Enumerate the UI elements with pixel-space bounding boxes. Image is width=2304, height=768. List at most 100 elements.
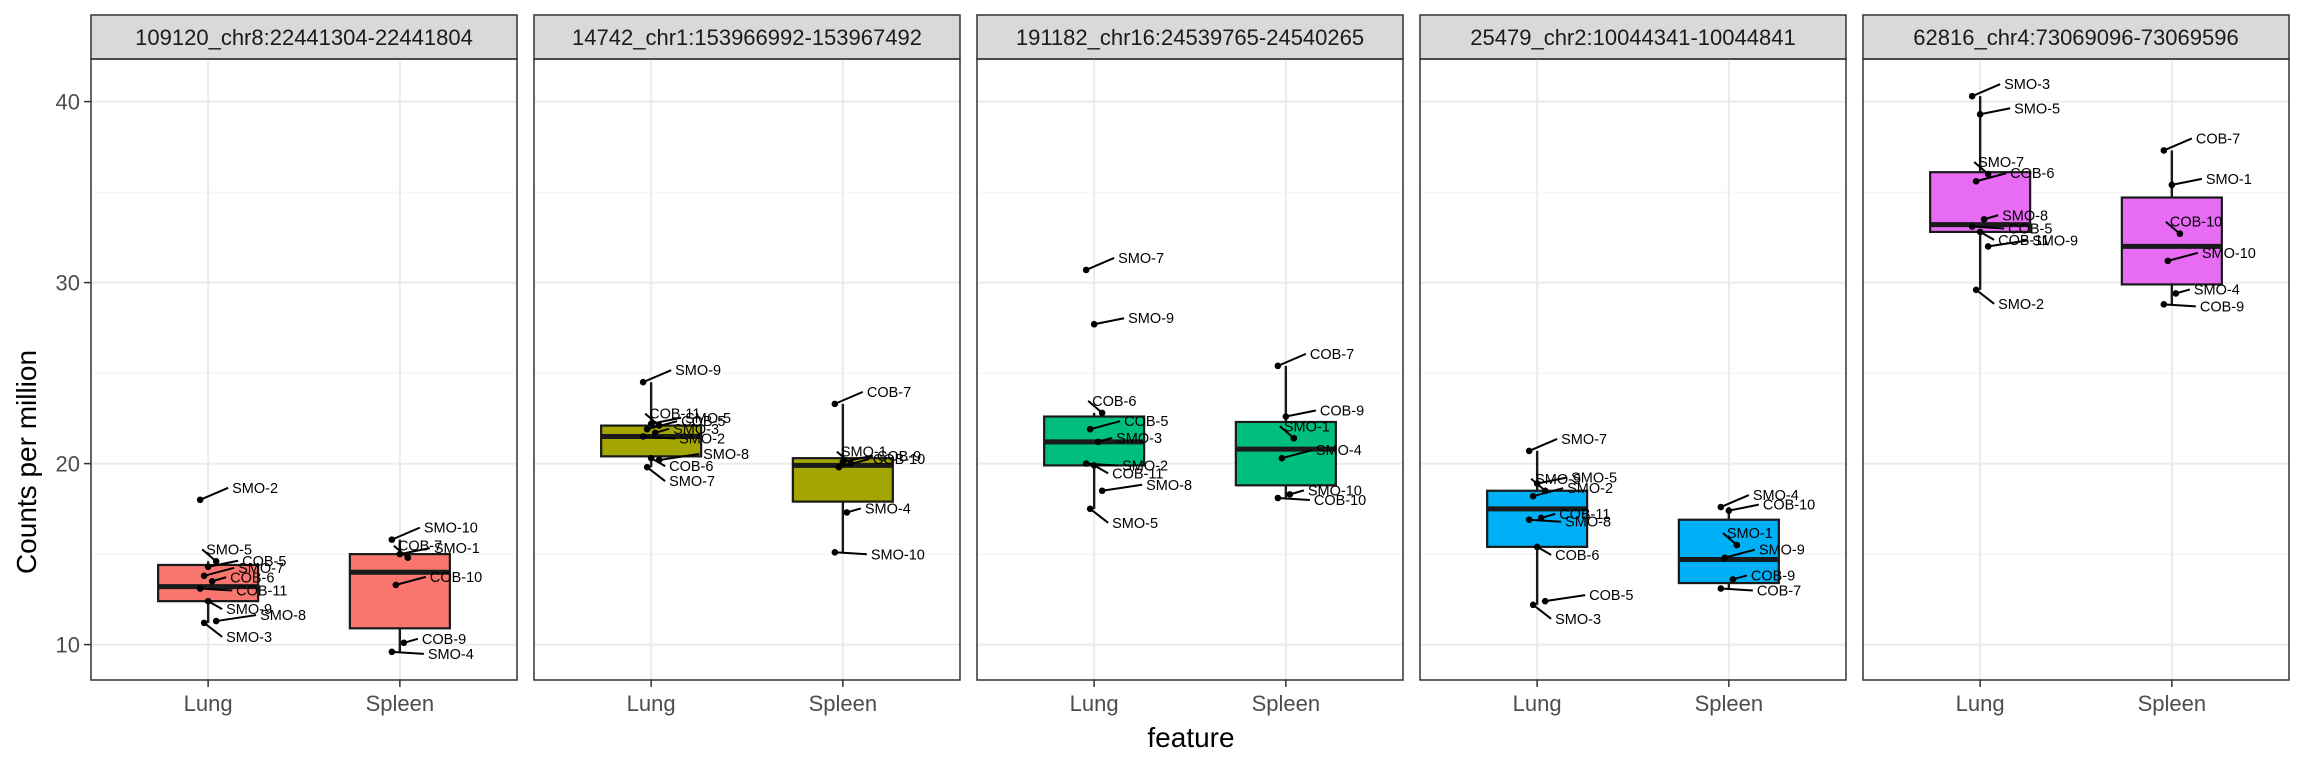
point-label: SMO-7 [1561, 432, 1607, 448]
y-tick-label: 20 [56, 452, 80, 477]
point-label: SMO-3 [2004, 77, 2050, 93]
data-point [1717, 585, 1725, 592]
point-label: COB-11 [1559, 507, 1610, 523]
facet-strip [1862, 14, 2290, 60]
point-label: SMO-4 [428, 647, 474, 663]
label-leader-line [203, 566, 235, 577]
data-point [1980, 215, 1988, 223]
label-leader-line [395, 575, 427, 586]
data-point [2172, 290, 2180, 297]
label-leader-line [1983, 214, 1999, 221]
data-point [1976, 110, 1984, 118]
point-label: COB-11 [236, 583, 287, 599]
point-label: COB-10 [430, 570, 482, 586]
label-leader-line [1285, 409, 1317, 418]
facet-panel: 14742_chr1:153966992-153967492 SMO-9 SMO-5… [533, 14, 961, 681]
x-tick-label: Lung [1513, 691, 1562, 716]
label-leader-line [1279, 425, 1295, 440]
x-tick-label: Spleen [1252, 691, 1321, 716]
data-point [1274, 494, 1282, 502]
facet-strip-label: 25479_chr2:10044341-10044841 [1470, 25, 1795, 50]
data-point [1529, 492, 1537, 500]
iqr-box [1929, 171, 2032, 234]
label-leader-line [1971, 83, 2001, 98]
label-leader-line [836, 450, 852, 465]
label-leader-line [1975, 289, 1995, 305]
point-label: COB-9 [422, 632, 466, 648]
data-point [1729, 576, 1737, 583]
label-leader-line [199, 486, 229, 501]
data-point [651, 429, 659, 437]
x-axis: Lung Spleen Lung Spleen Lung Spleen Lung Spleen… [184, 680, 2206, 716]
x-tick-label: Spleen [809, 691, 878, 716]
label-leader-line [1289, 489, 1305, 496]
label-leader-line [1097, 436, 1113, 443]
point-label: SMO-10 [871, 547, 925, 563]
point-label: COB-9 [2200, 299, 2244, 315]
data-point [1721, 554, 1729, 562]
point-label: SMO-8 [260, 608, 306, 624]
point-label: SMO-8 [1565, 515, 1611, 531]
label-leader-line [1973, 161, 1989, 175]
label-leader-line [1536, 476, 1568, 485]
facet-panel: 25479_chr2:10044341-10044841 SMO-7SMO-5SM… [1419, 14, 1847, 681]
facet-panel: 109120_chr8:22441304-22441804SMO-2COB-5S… [90, 14, 518, 681]
facet-panels: 109120_chr8:22441304-22441804SMO-2COB-5S… [90, 14, 2290, 681]
label-leader-line [1988, 239, 2029, 248]
point-label: COB-5 [1589, 588, 1633, 604]
label-leader-line [391, 526, 421, 541]
point-label: SMO-1 [434, 541, 480, 557]
point-label: SMO-9 [226, 602, 272, 618]
label-leader-line [1102, 483, 1143, 492]
data-point [835, 463, 843, 471]
facet-strip-label: 14742_chr1:153966992-153967492 [572, 25, 922, 50]
facet-panel: 191182_chr16:24539765-24540265 SMO-7 SMO-9… [976, 14, 1404, 681]
label-leader-line [654, 427, 670, 434]
label-leader-line [1532, 603, 1552, 620]
label-leader-line [393, 544, 409, 559]
iqr-box [1486, 489, 1589, 548]
iqr-box [1677, 518, 1780, 585]
point-label: COB-5 [1124, 414, 1168, 430]
label-leader-line [207, 559, 239, 568]
label-leader-line [642, 369, 672, 384]
label-leader-line [1545, 594, 1586, 603]
label-leader-line [1530, 477, 1546, 492]
point-label: SMO-3 [673, 422, 719, 438]
label-leader-line [644, 412, 660, 427]
facet-strip [90, 14, 518, 60]
point-label: COB-5 [242, 554, 286, 570]
facet-strip-label: 62816_chr4:73069096-73069596 [1913, 25, 2238, 50]
point-label: COB-11 [1112, 466, 1163, 482]
point-label: COB-7 [398, 539, 442, 555]
y-tick-label: 30 [56, 271, 80, 296]
panel-plot-area: SMO-7SMO-5SMO-9SMO-2COB-11SMO-8COB-6COB-… [1420, 59, 1846, 680]
data-point [1282, 413, 1290, 420]
point-label: COB-6 [669, 459, 713, 475]
label-leader-line [1528, 438, 1558, 452]
point-label: SMO-9 [1128, 311, 1174, 327]
label-leader-line [2171, 177, 2203, 186]
label-leader-line [2167, 251, 2199, 262]
label-leader-line [207, 600, 223, 611]
label-leader-line [1093, 317, 1125, 326]
point-label: SMO-5 [685, 411, 731, 427]
data-point [1278, 454, 1286, 462]
point-label: SMO-10 [1308, 483, 1362, 499]
facet-strip-label: 191182_chr16:24539765-24540265 [1016, 25, 1364, 50]
label-leader-line [399, 547, 431, 556]
label-leader-line [846, 507, 862, 514]
label-leader-line [1536, 545, 1552, 556]
panel-border [1419, 58, 1847, 681]
data-point [1094, 438, 1102, 446]
point-label: COB-7 [1757, 583, 1801, 599]
point-label: SMO-9 [1759, 543, 1805, 559]
point-label: SMO-3 [226, 630, 272, 646]
panel-border [976, 58, 1404, 681]
label-leader-line [1979, 231, 1995, 241]
point-label: SMO-1 [1284, 419, 1330, 435]
